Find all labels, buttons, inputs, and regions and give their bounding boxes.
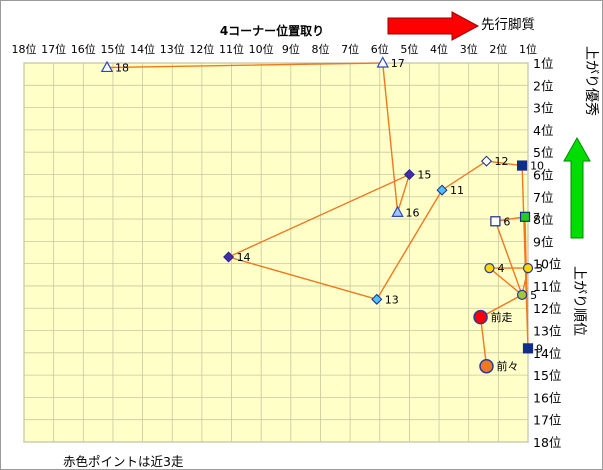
point-label-前々: 前々	[496, 359, 518, 373]
x-tick-label: 14位	[130, 42, 155, 56]
x-tick-label: 5位	[400, 42, 418, 56]
marker-12	[480, 155, 493, 167]
x-tick-label: 18位	[12, 42, 37, 56]
x-tick-label: 13位	[160, 42, 185, 56]
x-tick-label: 1位	[519, 42, 537, 56]
point-label-11: 11	[450, 184, 464, 197]
marker-5	[516, 289, 528, 300]
point-label-17: 17	[391, 57, 405, 70]
x-tick-label: 9位	[282, 42, 300, 56]
y-tick-label: 5位	[533, 145, 553, 160]
y-tick-label: 16位	[533, 390, 561, 405]
point-label-13: 13	[385, 293, 399, 306]
point-label-前走: 前走	[491, 310, 513, 324]
y-tick-label: 2位	[533, 78, 553, 93]
y-tick-label: 1位	[533, 56, 553, 71]
point-label-16: 16	[406, 206, 420, 219]
point-label-9: 9	[536, 342, 543, 355]
point-label-5: 5	[530, 289, 537, 302]
marker-15	[403, 168, 415, 180]
x-tick-label: 17位	[41, 42, 66, 56]
x-axis-ticks: 18位 17位 16位 15位 14位 13位 12位 11位 10位 9位 8位 7位 6位 5位 4位 3…	[12, 42, 538, 56]
closing-speed-label: 上がり優秀	[583, 46, 599, 116]
front-runner-arrow: 先行脚質	[387, 11, 535, 41]
markers	[100, 56, 534, 374]
x-tick-label: 16位	[71, 42, 96, 56]
y-tick-label: 15位	[533, 368, 561, 383]
point-label-6: 6	[503, 215, 510, 228]
closing-rank-label: 上がり順位	[571, 266, 587, 336]
chart-title: 4コーナー位置取り	[220, 23, 324, 38]
point-label-15: 15	[417, 168, 431, 181]
y-tick-label: 10位	[533, 257, 561, 272]
x-tick-label: 3位	[460, 42, 478, 56]
plot-background	[23, 62, 529, 443]
point-label-4: 4	[497, 262, 504, 275]
point-label-3: 3	[536, 262, 543, 275]
marker-前走	[473, 309, 488, 325]
marker-9	[522, 343, 534, 354]
y-tick-label: 14位	[533, 346, 561, 361]
marker-10	[516, 160, 528, 171]
y-tick-label: 9位	[533, 234, 553, 249]
marker-18	[100, 60, 114, 73]
y-tick-label: 3位	[533, 101, 553, 116]
x-tick-label: 7位	[341, 42, 359, 56]
x-tick-label: 8位	[311, 42, 329, 56]
marker-14	[223, 251, 235, 263]
x-tick-label: 4位	[430, 42, 448, 56]
marker-3	[522, 263, 534, 274]
point-labels: 前々 前走 3 4 5 6 7 9 10 11 12 13 14 15 16 17 18	[115, 57, 544, 373]
marker-17	[376, 56, 389, 68]
point-label-10: 10	[530, 160, 544, 173]
y-tick-label: 13位	[533, 324, 561, 339]
x-tick-label: 12位	[189, 42, 214, 56]
x-tick-label: 15位	[100, 42, 125, 56]
x-tick-label: 10位	[249, 42, 274, 56]
point-label-7: 7	[533, 211, 540, 224]
marker-7	[519, 211, 531, 222]
x-tick-label: 2位	[489, 42, 507, 56]
y-tick-label: 8位	[533, 212, 553, 227]
marker-6	[490, 216, 501, 227]
front-runner-label: 先行脚質	[481, 17, 535, 33]
marker-13	[371, 293, 383, 305]
y-tick-label: 17位	[533, 413, 561, 428]
y-tick-label: 7位	[533, 190, 553, 205]
y-tick-label: 11位	[533, 279, 561, 294]
point-label-14: 14	[237, 251, 251, 264]
marker-11	[436, 184, 448, 196]
footnote: 赤色ポイントは近3走	[63, 454, 184, 469]
y-tick-label: 6位	[533, 167, 553, 182]
plot-area	[23, 62, 529, 443]
marker-4	[484, 263, 495, 274]
y-tick-label: 18位	[533, 435, 561, 450]
point-label-12: 12	[494, 155, 508, 168]
y-axis-ticks: 1位 2位 3位 4位 5位 6位 7位 8位 9位 10位 11位 12位 13位 14位 15位 16位 1…	[533, 56, 561, 450]
red-arrow-icon	[387, 11, 480, 41]
x-tick-label: 6位	[371, 42, 389, 56]
x-tick-label: 11位	[219, 42, 244, 56]
y-tick-label: 4位	[533, 123, 553, 138]
point-label-18: 18	[115, 61, 129, 74]
y-tick-label: 12位	[533, 301, 561, 316]
marker-16	[391, 205, 404, 217]
marker-前々	[479, 358, 494, 374]
green-arrow-icon	[563, 136, 591, 239]
